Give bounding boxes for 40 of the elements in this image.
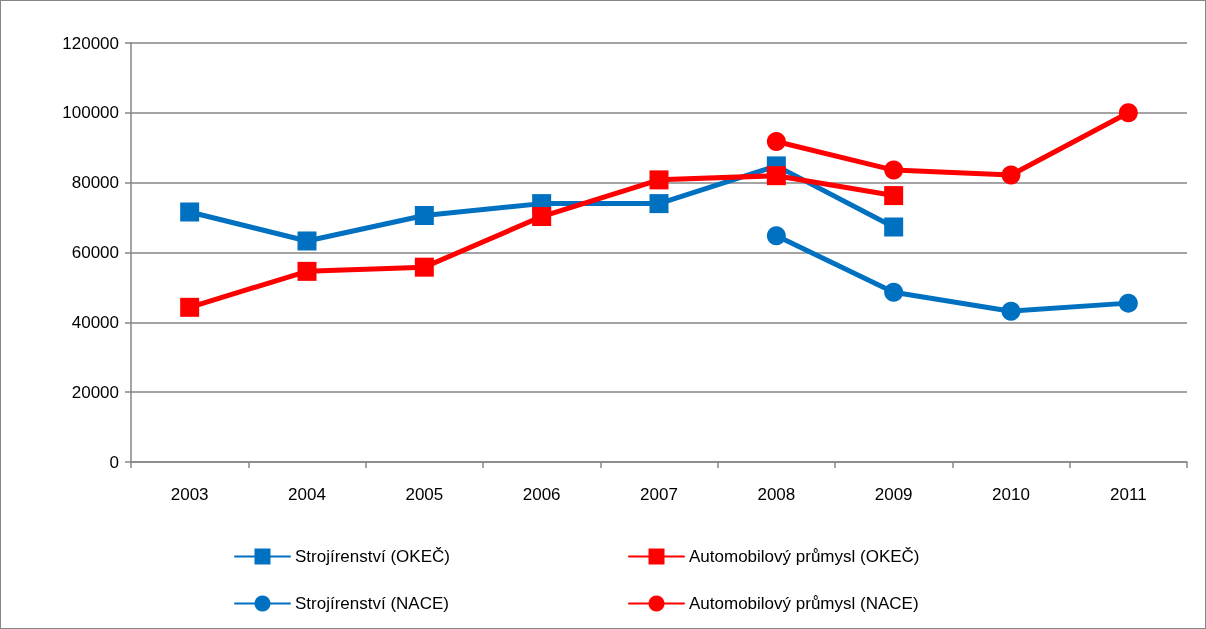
- point: [1001, 165, 1021, 185]
- point: [297, 231, 317, 251]
- y-tick-label: 0: [109, 452, 119, 472]
- point: [414, 205, 434, 225]
- point: [1001, 301, 1021, 321]
- y-tick-label: 80000: [71, 173, 119, 193]
- x-tick-label: 2005: [405, 485, 444, 504]
- point: [1118, 293, 1138, 313]
- point: [180, 202, 200, 222]
- x-tick-label: 2010: [992, 485, 1030, 504]
- point: [1118, 103, 1138, 123]
- x-tick-label: 2003: [170, 485, 209, 504]
- x-tick-label: 2009: [874, 485, 913, 504]
- point: [766, 131, 786, 151]
- legend-label: Automobilový průmysl (OKEČ): [689, 547, 920, 566]
- point: [532, 207, 552, 227]
- point: [884, 282, 904, 302]
- x-tick-label: 2008: [757, 485, 796, 504]
- legend-label: Automobilový průmysl (NACE): [689, 594, 919, 613]
- y-tick-label: 100000: [62, 103, 119, 123]
- x-tick-label: 2006: [522, 485, 561, 504]
- point: [414, 257, 434, 277]
- point: [884, 186, 904, 206]
- y-tick-label: 60000: [71, 243, 119, 262]
- x-tick-label: 2004: [288, 485, 326, 504]
- y-tick-label: 20000: [71, 382, 119, 402]
- y-tick-label: 40000: [71, 312, 119, 332]
- legend-label: Strojírenství (NACE): [295, 594, 449, 613]
- point: [766, 166, 786, 186]
- point: [649, 194, 669, 214]
- point: [884, 160, 904, 180]
- point: [180, 297, 200, 317]
- point: [297, 261, 317, 281]
- point: [649, 170, 669, 190]
- x-tick-label: 2007: [640, 485, 678, 504]
- point: [766, 226, 786, 246]
- point: [884, 217, 904, 237]
- legend-label: Strojírenství (OKEČ): [295, 547, 450, 566]
- x-tick-label: 2011: [1110, 485, 1147, 504]
- y-tick-label: 120000: [62, 33, 119, 53]
